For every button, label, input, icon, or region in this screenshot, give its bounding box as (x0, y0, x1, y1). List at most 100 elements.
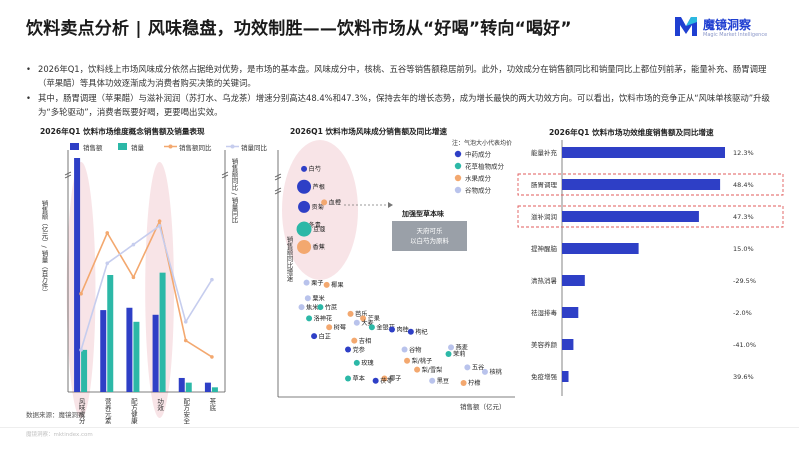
point-label: 白芷 (319, 332, 331, 340)
point-label: 肉桂 (396, 326, 408, 334)
axis-break-mark (274, 176, 282, 181)
highlight-ellipse (66, 162, 96, 418)
point-label: 焦米 (306, 303, 318, 311)
line-point (183, 338, 188, 343)
bar (562, 275, 585, 286)
point-label: 贡菊 (312, 203, 324, 211)
data-source: 数据来源：魔镜洞察 (26, 411, 85, 419)
line-point (131, 242, 136, 247)
axis-break-mark (221, 174, 229, 179)
point-label: 草本 (353, 375, 365, 383)
growth-label: 48.4% (733, 181, 754, 189)
bar-sales (152, 314, 159, 392)
brand-logo: 魔镜洞察 Magic Market Intelligence (673, 12, 783, 46)
scatter-point (297, 239, 312, 254)
summary-bullets: 2026年Q1，饮料线上市场风味成分依然占据绝对优势，是市场的基本盘。风味成分中… (26, 62, 778, 120)
line-point (79, 291, 83, 296)
line-point (210, 277, 214, 282)
bar-volume (185, 382, 192, 392)
callout-box (392, 221, 467, 251)
line-point (79, 348, 83, 352)
point-label: 豆蔻 (313, 225, 325, 233)
point-label: 冬青 (309, 221, 321, 229)
legend-label: 中药成分 (465, 150, 492, 159)
point-label: 香蕉 (313, 243, 325, 251)
point-label: 洛神花 (314, 315, 333, 323)
legend-label: 销量同比 (241, 143, 268, 152)
point-label: 柠檬 (468, 379, 480, 387)
category-label: 能量补充 (531, 148, 558, 157)
legend-swatch (118, 143, 127, 150)
scatter-point (481, 368, 488, 375)
highlight-frame (517, 205, 784, 228)
point-label: 竹蔗 (325, 303, 337, 311)
point-label: 燕麦 (456, 344, 468, 352)
bar-sales (204, 382, 211, 392)
bar-volume (133, 321, 140, 392)
point-label: 大麦 (361, 319, 373, 327)
point-label: 粟米 (312, 294, 324, 302)
point-label: 椰果 (331, 281, 343, 289)
line-point (210, 355, 214, 359)
category-label: 茶底 (208, 397, 216, 413)
bar-volume (81, 349, 88, 392)
growth-label: 39.6% (733, 373, 754, 381)
point-label: 椰子 (389, 375, 401, 383)
category-label: 提神醒脑 (531, 244, 558, 253)
point-label: 梨/桃子 (412, 357, 433, 365)
scatter-point (351, 337, 358, 344)
legend-label: 销售额同比 (179, 143, 212, 152)
scatter-point (323, 281, 330, 288)
category-label: 配方健康 (129, 398, 137, 425)
scatter-point (326, 324, 333, 331)
point-label: 玫瑰 (361, 359, 373, 367)
line-volume-growth (80, 224, 213, 351)
scatter-point (345, 346, 352, 353)
line-point (105, 231, 110, 235)
logo-name: 魔镜洞察 (703, 18, 752, 32)
scatter-point (372, 377, 379, 384)
axis-break-mark (64, 174, 72, 179)
scatter-point (296, 221, 312, 237)
point-label: 茉莉 (453, 350, 465, 358)
legend-swatch (454, 162, 462, 170)
category-label: 功效 (156, 398, 164, 413)
middle-chart-title: 2026Q1 饮料市场风味成分销售额及同比增速 (290, 127, 448, 136)
line-sales-growth (80, 218, 213, 358)
legend-marker (168, 144, 173, 149)
legend-label: 谷物成分 (465, 186, 492, 195)
scatter-point (297, 179, 312, 194)
scatter-point (460, 380, 467, 386)
legend-marker (230, 144, 235, 149)
scatter-point (304, 295, 311, 302)
scatter-point (298, 200, 311, 213)
point-label: 栗子 (311, 280, 323, 287)
bar-volume (159, 272, 166, 392)
category-label: 祛湿排毒 (531, 308, 558, 317)
bar (562, 339, 574, 350)
growth-label: -29.5% (733, 277, 756, 285)
scatter-point (381, 375, 388, 382)
category-label: 营养元素 (103, 397, 111, 425)
legend-swatch (454, 150, 462, 158)
footer-divider (0, 427, 799, 428)
axis-break-mark (274, 173, 282, 178)
category-label: 配方安全 (182, 398, 190, 425)
scatter-point (388, 326, 395, 333)
bar-sales (74, 158, 81, 392)
point-label: 芦根 (313, 183, 325, 191)
scatter-point (345, 375, 352, 382)
scatter-point (347, 310, 354, 317)
legend-label: 水果成分 (465, 174, 492, 183)
point-label: 吉相 (359, 337, 371, 345)
category-label: 清热消暑 (531, 276, 558, 285)
scatter-point (445, 351, 452, 358)
category-label: 肠胃调理 (531, 180, 558, 189)
growth-label: 12.3% (733, 149, 754, 157)
legend-label: 花草植物成分 (465, 162, 505, 171)
point-label: 白芍 (309, 165, 321, 173)
growth-label: -41.0% (733, 341, 756, 349)
scatter-point (368, 324, 375, 331)
scatter-point (407, 328, 414, 335)
scatter-point (414, 366, 421, 373)
